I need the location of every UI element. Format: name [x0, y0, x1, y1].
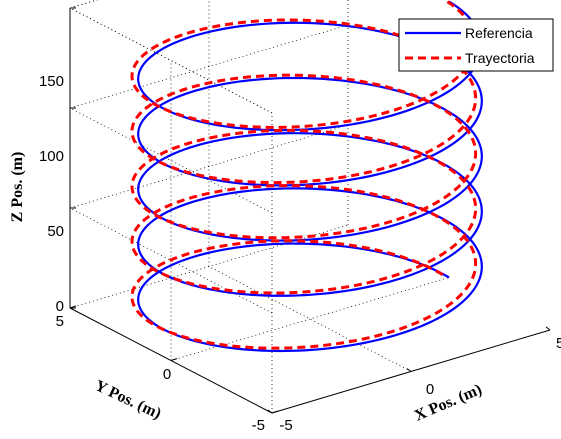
grid-back-bottom — [69, 224, 349, 309]
x-tick-0: 0 — [426, 381, 434, 398]
y-axis-label: Y Pos. (m) — [92, 377, 163, 422]
tick-labels: 0 50 100 150 5 0 -5 -5 0 5 — [39, 73, 561, 434]
y-tick-5: 5 — [56, 313, 64, 330]
x-tick-neg5: -5 — [279, 417, 292, 434]
z-tick-150: 150 — [39, 73, 64, 90]
x-tick-mark-0 — [267, 409, 273, 414]
y-tick-0: 0 — [163, 366, 171, 383]
legend-box — [398, 18, 554, 72]
x-tick-5: 5 — [556, 335, 561, 352]
grid-floor-xmid — [208, 266, 412, 372]
series-curves — [130, 0, 483, 353]
z-tick-0: 0 — [56, 298, 64, 315]
z-tick-50: 50 — [47, 223, 64, 240]
grid-back-top — [69, 0, 99, 9]
legend-label-referencia: Referencia — [465, 25, 533, 41]
x-tick-mark-2 — [545, 326, 551, 331]
y-tick-mark-0 — [271, 410, 279, 414]
z-tick-100: 100 — [39, 148, 64, 165]
z-axis-label: Z Pos. (m) — [9, 152, 26, 223]
legend: Referencia Trayectoria — [398, 18, 554, 72]
y-tick-mark-1 — [170, 358, 178, 361]
x-tick-mark-1 — [406, 368, 412, 372]
grid-back-z-150 — [69, 0, 99, 9]
series-trayectoria — [130, 0, 478, 350]
grid-back-z-50 — [69, 124, 349, 209]
y-tick-neg5: -5 — [252, 417, 265, 434]
x-axis-label: X Pos. (m) — [412, 381, 485, 425]
legend-label-trayectoria: Trayectoria — [465, 50, 535, 66]
y-tick-mark-2 — [69, 305, 77, 309]
grid-back-z-100 — [69, 24, 349, 109]
